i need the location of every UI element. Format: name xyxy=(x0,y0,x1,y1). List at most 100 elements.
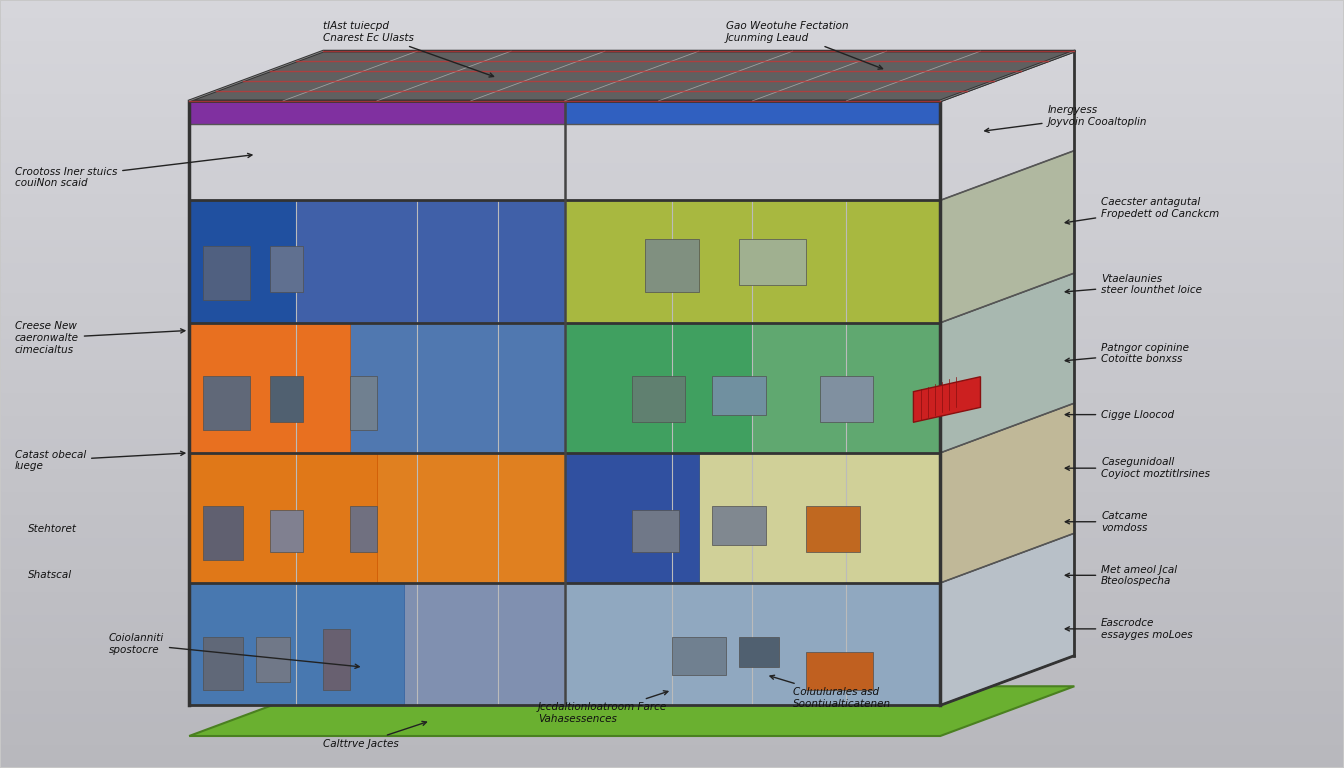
Text: Jccdaltionloatroom Farce
Vahasessences: Jccdaltionloatroom Farce Vahasessences xyxy=(538,690,668,724)
Bar xyxy=(820,376,874,422)
Bar xyxy=(739,637,780,667)
Bar xyxy=(1,284,1343,292)
Polygon shape xyxy=(564,200,941,323)
Bar xyxy=(1,116,1343,124)
Bar xyxy=(1,239,1343,247)
Polygon shape xyxy=(190,583,564,705)
Bar xyxy=(1,445,1343,453)
Polygon shape xyxy=(914,377,981,422)
Bar xyxy=(1,170,1343,177)
Bar xyxy=(1,514,1343,521)
Text: Shatscal: Shatscal xyxy=(28,571,73,581)
Bar xyxy=(1,683,1343,690)
Bar xyxy=(1,216,1343,223)
Polygon shape xyxy=(564,453,699,583)
Bar xyxy=(1,675,1343,683)
Bar xyxy=(270,510,304,552)
Bar xyxy=(1,743,1343,751)
Bar xyxy=(1,292,1343,300)
Bar xyxy=(645,239,699,292)
Bar xyxy=(1,300,1343,307)
Bar xyxy=(270,376,304,422)
Bar xyxy=(1,346,1343,353)
Bar xyxy=(1,154,1343,162)
Bar xyxy=(1,705,1343,713)
Bar xyxy=(1,552,1343,560)
Bar xyxy=(1,660,1343,667)
Polygon shape xyxy=(190,200,297,323)
Bar xyxy=(1,353,1343,361)
Bar xyxy=(1,468,1343,476)
Bar xyxy=(806,652,874,690)
Bar xyxy=(1,361,1343,369)
Text: Calttrve Jactes: Calttrve Jactes xyxy=(324,721,426,749)
Bar xyxy=(1,736,1343,743)
Bar xyxy=(1,652,1343,660)
Bar xyxy=(1,759,1343,766)
Bar xyxy=(1,231,1343,239)
Bar xyxy=(1,32,1343,40)
Bar xyxy=(324,629,349,690)
Bar xyxy=(1,698,1343,705)
Bar xyxy=(1,185,1343,193)
Bar xyxy=(1,690,1343,698)
Bar xyxy=(1,498,1343,506)
Bar xyxy=(1,85,1343,93)
Bar xyxy=(1,560,1343,568)
Polygon shape xyxy=(190,453,376,583)
Polygon shape xyxy=(190,453,564,583)
Bar xyxy=(1,728,1343,736)
Bar xyxy=(1,338,1343,346)
Bar xyxy=(1,48,1343,55)
Bar xyxy=(1,453,1343,461)
Text: Creese New
caeronwalte
cimecialtus: Creese New caeronwalte cimecialtus xyxy=(15,322,185,355)
Bar xyxy=(1,147,1343,154)
Bar xyxy=(1,208,1343,216)
Bar xyxy=(1,491,1343,498)
Polygon shape xyxy=(564,583,941,705)
Bar xyxy=(806,506,860,552)
Bar xyxy=(1,124,1343,131)
Bar xyxy=(1,568,1343,575)
Bar xyxy=(349,506,376,552)
Bar xyxy=(1,70,1343,78)
Bar xyxy=(1,644,1343,652)
Bar xyxy=(203,376,250,430)
Bar xyxy=(1,399,1343,407)
Bar xyxy=(1,438,1343,445)
Bar xyxy=(1,247,1343,254)
Bar xyxy=(203,247,250,300)
Text: Coluulurales asd
Soontiualticatenen: Coluulurales asd Soontiualticatenen xyxy=(770,675,891,709)
Polygon shape xyxy=(190,51,1074,101)
Polygon shape xyxy=(941,403,1074,583)
Bar xyxy=(1,637,1343,644)
Bar xyxy=(1,606,1343,614)
Text: Gao Weotuhe Fectation
Jcunming Leaud: Gao Weotuhe Fectation Jcunming Leaud xyxy=(726,22,883,69)
Bar xyxy=(1,461,1343,468)
Bar xyxy=(632,376,685,422)
Bar xyxy=(1,506,1343,514)
Bar xyxy=(712,376,766,415)
Text: tIAst tuiecpd
Cnarest Ec Ulasts: tIAst tuiecpd Cnarest Ec Ulasts xyxy=(324,22,493,77)
Bar xyxy=(203,506,243,560)
Text: Coiolanniti
spostocre: Coiolanniti spostocre xyxy=(109,634,359,668)
Text: Caecster antagutal
Fropedett od Canckcm: Caecster antagutal Fropedett od Canckcm xyxy=(1066,197,1219,224)
Bar xyxy=(1,162,1343,170)
Bar xyxy=(1,55,1343,63)
Bar xyxy=(270,247,304,292)
Bar xyxy=(1,40,1343,48)
Bar xyxy=(1,177,1343,185)
Polygon shape xyxy=(564,453,941,583)
Bar xyxy=(712,506,766,545)
Bar xyxy=(1,751,1343,759)
Bar xyxy=(1,63,1343,70)
Bar xyxy=(1,254,1343,262)
Polygon shape xyxy=(564,323,753,453)
Bar xyxy=(1,415,1343,422)
Bar xyxy=(739,239,806,284)
Bar xyxy=(349,376,376,430)
Polygon shape xyxy=(190,200,564,323)
Polygon shape xyxy=(941,273,1074,453)
Bar xyxy=(632,510,679,552)
Polygon shape xyxy=(564,101,941,124)
